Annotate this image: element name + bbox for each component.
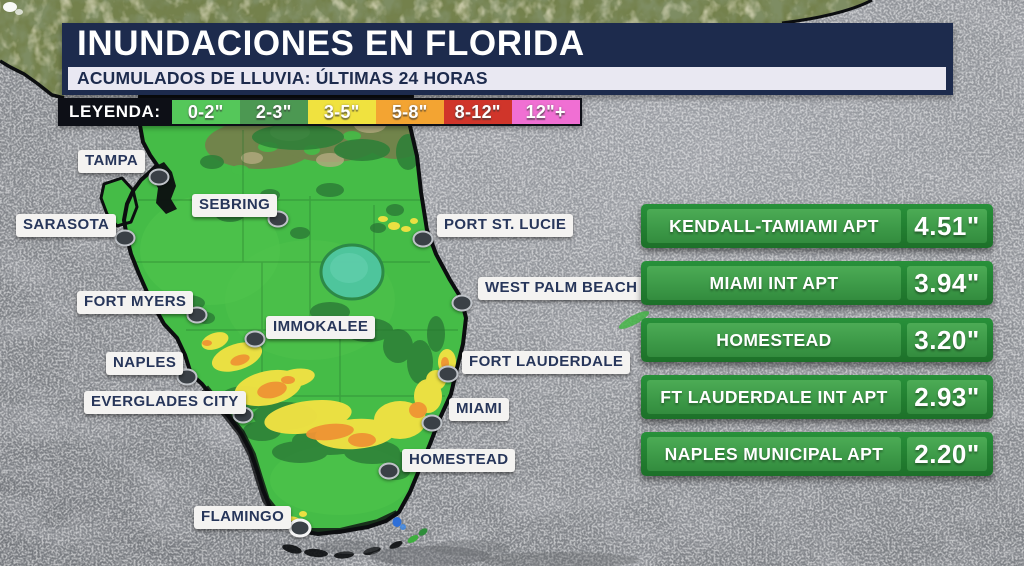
legend-item: 5-8" (375, 100, 444, 124)
city-dot-icon (412, 230, 434, 248)
city-label: WEST PALM BEACH (478, 277, 645, 300)
city-label: SEBRING (192, 194, 278, 217)
city-label: FORT MYERS (77, 291, 194, 314)
city-label: TAMPA (78, 150, 146, 173)
city-dot-icon (114, 229, 136, 247)
city-dot-icon (288, 518, 312, 538)
city-label: IMMOKALEE (266, 316, 376, 339)
station-name: MIAMI INT APT (647, 266, 901, 300)
station-value: 3.20" (907, 323, 987, 357)
legend-item-label: 12"+ (525, 102, 566, 122)
legend: LEYENDA: 0-2" 2-3" 3-5" 5-8" 8-12" 12"+ (58, 98, 582, 126)
reading-row: NAPLES MUNICIPAL APT 2.20" (641, 432, 993, 476)
legend-item-label: 5-8" (391, 102, 428, 122)
station-name: FT LAUDERDALE INT APT (647, 380, 901, 414)
subtitle-bar: ACUMULADOS DE LLUVIA: ÚLTIMAS 24 HORAS (68, 67, 946, 90)
city-dot-icon (451, 294, 473, 312)
city-dot-icon (437, 365, 459, 383)
station-value: 4.51" (907, 209, 987, 243)
station-value: 2.20" (907, 437, 987, 471)
title-bar: INUNDACIONES EN FLORIDA ACUMULADOS DE LL… (62, 23, 953, 95)
city-label: FLAMINGO (194, 506, 292, 529)
city-label: PORT ST. LUCIE (437, 214, 574, 237)
city-label: NAPLES (106, 352, 184, 375)
legend-item-label: 2-3" (255, 102, 292, 122)
city-dot-icon (244, 330, 266, 348)
city-dot-icon (378, 462, 400, 480)
legend-item: 3-5" (307, 100, 376, 124)
city-dot-icon (148, 168, 170, 186)
rainfall-readings-panel: KENDALL-TAMIAMI APT 4.51" MIAMI INT APT … (641, 204, 993, 489)
station-value: 3.94" (907, 266, 987, 300)
page-title: INUNDACIONES EN FLORIDA (77, 24, 585, 63)
subtitle: ACUMULADOS DE LLUVIA: ÚLTIMAS 24 HORAS (77, 68, 488, 88)
legend-item: 2-3" (239, 100, 308, 124)
reading-row: MIAMI INT APT 3.94" (641, 261, 993, 305)
station-name: HOMESTEAD (647, 323, 901, 357)
city-label: SARASOTA (16, 214, 117, 237)
legend-item: 12"+ (511, 100, 580, 124)
legend-label: LEYENDA: (69, 102, 161, 121)
legend-item-label: 8-12" (454, 102, 501, 122)
city-label: FORT LAUDERDALE (462, 351, 631, 374)
city-label: HOMESTEAD (402, 449, 516, 472)
station-name: NAPLES MUNICIPAL APT (647, 437, 901, 471)
city-label: MIAMI (449, 398, 510, 421)
reading-row: HOMESTEAD 3.20" (641, 318, 993, 362)
legend-item: 8-12" (443, 100, 512, 124)
legend-item-label: 3-5" (323, 102, 360, 122)
station-name: KENDALL-TAMIAMI APT (647, 209, 901, 243)
reading-row: FT LAUDERDALE INT APT 2.93" (641, 375, 993, 419)
city-dot-icon (421, 414, 443, 432)
legend-item: 0-2" (171, 100, 240, 124)
station-value: 2.93" (907, 380, 987, 414)
city-label: EVERGLADES CITY (84, 391, 246, 414)
legend-item-label: 0-2" (187, 102, 224, 122)
reading-row: KENDALL-TAMIAMI APT 4.51" (641, 204, 993, 248)
